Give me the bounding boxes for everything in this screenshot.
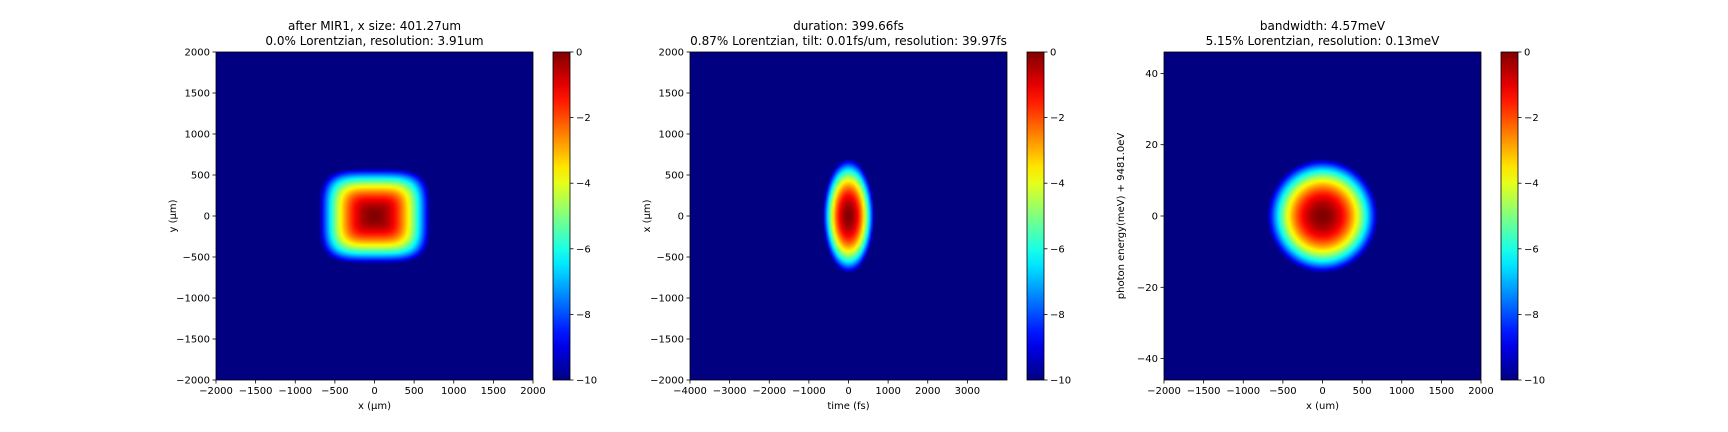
y-tick-label: 500: [191, 171, 210, 182]
x-axis-label: time (fs): [827, 401, 869, 412]
y-tick-label: 2000: [659, 48, 684, 59]
y-axis-label: photon energy(meV) + 9481.0eV: [1116, 133, 1127, 300]
x-tick-label: −500: [321, 386, 348, 397]
heatmap-image: [216, 52, 533, 380]
x-tick-label: 2000: [520, 386, 545, 397]
chart-panel-3: −2000 −1500 −1000 −500 0 500 1000 1500 2000−40−2…: [1116, 19, 1545, 412]
y-tick-label: 20: [1145, 140, 1158, 151]
y-tick-label: 1000: [659, 130, 684, 141]
x-tick-label: −2000: [1147, 386, 1181, 397]
colorbar-tick-label: −4: [576, 179, 591, 190]
y-axis-label: x (μm): [642, 199, 653, 232]
x-axis-label: x (μm): [358, 401, 391, 412]
colorbar-tick-label: −2: [1050, 113, 1065, 124]
x-tick-label: −1000: [1226, 386, 1260, 397]
colorbar-tick-label: 0: [1524, 48, 1530, 59]
colorbar-tick-label: −6: [1050, 244, 1065, 255]
colorbar: [1026, 51, 1045, 381]
colorbar: [552, 51, 571, 381]
x-tick-label: −4000: [673, 386, 707, 397]
x-tick-label: 1500: [481, 386, 506, 397]
x-tick-label: 2000: [915, 386, 940, 397]
chart-subtitle: 0.0% Lorentzian, resolution: 3.91um: [265, 34, 483, 48]
y-axis-label: y (μm): [168, 199, 179, 232]
x-tick-label: −2000: [752, 386, 786, 397]
y-tick-label: 1500: [659, 89, 684, 100]
x-tick-label: −1000: [278, 386, 312, 397]
chart-subtitle: 0.87% Lorentzian, tilt: 0.01fs/um, resol…: [690, 34, 1007, 48]
x-tick-label: −1500: [239, 386, 273, 397]
chart-title: after MIR1, x size: 401.27um: [288, 19, 461, 33]
y-tick-label: −1500: [650, 335, 684, 346]
colorbar-tick-label: −4: [1050, 179, 1065, 190]
y-tick-label: 2000: [185, 48, 210, 59]
y-tick-label: −1500: [176, 335, 210, 346]
colorbar-tick-label: −8: [1050, 310, 1065, 321]
heatmap-image: [690, 52, 1007, 380]
colorbar-tick-label: −10: [576, 376, 597, 387]
colorbar-tick-label: −2: [576, 113, 591, 124]
x-tick-label: −3000: [713, 386, 747, 397]
y-tick-label: 40: [1145, 69, 1158, 80]
chart-title: bandwidth: 4.57meV: [1260, 19, 1386, 33]
y-tick-label: 500: [665, 171, 684, 182]
y-tick-label: −2000: [176, 376, 210, 387]
colorbar-tick-label: −6: [576, 244, 591, 255]
y-tick-label: −1000: [176, 294, 210, 305]
y-tick-label: −500: [183, 253, 210, 264]
chart-title: duration: 399.66fs: [793, 19, 904, 33]
x-tick-label: −1500: [1187, 386, 1221, 397]
y-tick-label: 0: [678, 212, 684, 223]
x-tick-label: 500: [405, 386, 424, 397]
x-tick-label: 0: [371, 386, 377, 397]
x-tick-label: 500: [1353, 386, 1372, 397]
y-tick-label: 1000: [185, 130, 210, 141]
y-tick-label: 0: [204, 212, 210, 223]
y-tick-label: 1500: [185, 89, 210, 100]
x-tick-label: 1500: [1429, 386, 1454, 397]
heatmap-image: [1164, 52, 1481, 380]
x-tick-label: 2000: [1468, 386, 1493, 397]
y-tick-label: 0: [1152, 212, 1158, 223]
colorbar-tick-label: 0: [576, 48, 582, 59]
colorbar-tick-label: −4: [1524, 179, 1539, 190]
colorbar-tick-label: −10: [1524, 376, 1545, 387]
x-tick-label: 1000: [441, 386, 466, 397]
x-tick-label: 0: [1319, 386, 1325, 397]
y-tick-label: −2000: [650, 376, 684, 387]
x-tick-label: 1000: [1389, 386, 1414, 397]
colorbar-tick-label: −8: [1524, 310, 1539, 321]
x-tick-label: 1000: [875, 386, 900, 397]
colorbar-tick-label: −2: [1524, 113, 1539, 124]
x-tick-label: −2000: [199, 386, 233, 397]
colorbar-tick-label: −6: [1524, 244, 1539, 255]
x-axis-label: x (um): [1306, 401, 1339, 412]
y-tick-label: −20: [1137, 283, 1158, 294]
colorbar: [1500, 51, 1519, 381]
colorbar-tick-label: 0: [1050, 48, 1056, 59]
y-tick-label: −40: [1137, 354, 1158, 365]
colorbar-tick-label: −8: [576, 310, 591, 321]
y-tick-label: −1000: [650, 294, 684, 305]
chart-subtitle: 5.15% Lorentzian, resolution: 0.13meV: [1206, 34, 1441, 48]
chart-panel-1: −2000 −1500 −1000 −500 0 500 1000 1500 2000−2000…: [168, 19, 597, 412]
y-tick-label: −500: [657, 253, 684, 264]
chart-panel-2: −4000 −3000 −2000 −1000 0 1000 2000 3000−2000−1…: [642, 19, 1071, 412]
x-tick-label: −500: [1269, 386, 1296, 397]
x-tick-label: −1000: [792, 386, 826, 397]
colorbar-tick-label: −10: [1050, 376, 1071, 387]
x-tick-label: 3000: [955, 386, 980, 397]
x-tick-label: 0: [845, 386, 851, 397]
